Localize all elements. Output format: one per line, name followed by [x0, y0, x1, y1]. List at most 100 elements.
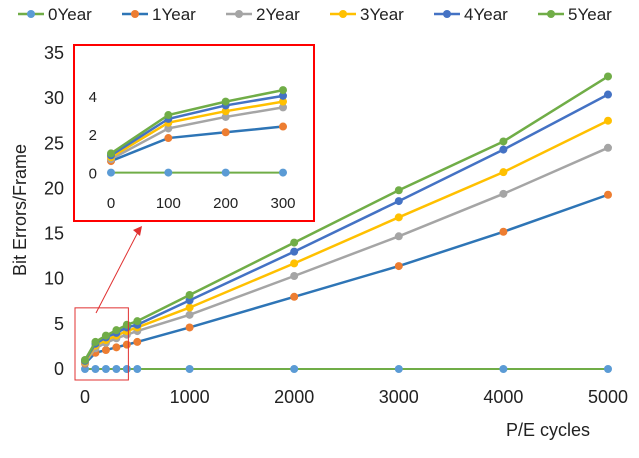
data-point-5Year	[91, 337, 100, 346]
data-point-3Year	[290, 259, 299, 268]
data-point-4Year	[499, 145, 508, 154]
inset-y-tick-label: 2	[89, 127, 97, 144]
legend-marker-5Year	[547, 10, 555, 18]
data-point-0Year	[112, 365, 121, 373]
inset-series-line-4Year	[110, 94, 284, 157]
y-tick-label: 25	[44, 133, 64, 153]
data-point-1Year	[122, 340, 131, 349]
data-point-2Year	[290, 272, 299, 281]
data-point-2Year	[604, 143, 612, 152]
legend-label: 0Year	[48, 5, 92, 24]
data-point-5Year	[81, 355, 89, 364]
data-point-4Year	[394, 197, 403, 206]
inset-x-tick-label: 200	[213, 195, 238, 212]
x-tick-label: 1000	[170, 387, 210, 407]
data-point-0Year	[91, 365, 100, 373]
inset-series-line-3Year	[110, 100, 284, 159]
inset-data-point-2Year	[164, 124, 173, 133]
data-point-1Year	[185, 323, 194, 332]
data-point-5Year	[101, 331, 110, 340]
y-tick-label: 15	[44, 224, 64, 244]
inset-data-point-5Year	[164, 111, 173, 120]
inset-data-point-0Year	[107, 168, 115, 177]
legend-marker-3Year	[339, 10, 347, 18]
legend-label: 2Year	[256, 5, 300, 24]
inset-chart: 0 2 4 0 100 200 300	[73, 44, 315, 222]
inset-data-point-4Year	[279, 91, 287, 100]
x-axis-ticks: 0 1000 2000 3000 4000 5000	[80, 387, 628, 407]
zoom-connector-arrow-line	[95, 231, 139, 314]
data-point-0Year	[122, 365, 131, 373]
data-point-5Year	[394, 186, 403, 195]
y-axis-ticks: 0 5 10 15 20 25 30 35	[44, 43, 64, 379]
data-point-5Year	[112, 326, 121, 335]
data-point-1Year	[290, 292, 299, 301]
legend-marker-1Year	[131, 10, 139, 18]
data-point-1Year	[101, 346, 110, 355]
chart-legend: 0Year 1Year 2Year 3Year 4Year 5Year	[18, 5, 612, 24]
y-tick-label: 30	[44, 88, 64, 108]
data-point-1Year	[604, 190, 612, 199]
inset-data-point-5Year	[107, 149, 115, 158]
inset-y-tick-label: 4	[89, 89, 97, 106]
legend-marker-4Year	[443, 10, 451, 18]
x-tick-label: 0	[80, 387, 90, 407]
x-tick-label: 3000	[379, 387, 419, 407]
inset-data-point-5Year	[221, 97, 230, 106]
data-point-3Year	[604, 116, 612, 125]
data-point-0Year	[394, 365, 403, 373]
inset-data-point-2Year	[221, 112, 230, 121]
inset-data-point-3Year	[279, 97, 287, 106]
legend-marker-0Year	[27, 10, 35, 18]
inset-x-tick-label: 0	[107, 195, 115, 212]
data-point-4Year	[290, 247, 299, 256]
plot-area	[81, 72, 612, 373]
inset-y-tick-label: 0	[89, 166, 97, 183]
data-point-0Year	[185, 365, 194, 373]
data-point-5Year	[133, 317, 142, 326]
zoom-region-box	[74, 307, 129, 381]
data-point-3Year	[185, 303, 194, 312]
y-axis-label-group: Bit Errors/Frame	[10, 144, 30, 276]
data-point-1Year	[499, 227, 508, 236]
data-point-0Year	[499, 365, 508, 373]
y-tick-label: 20	[44, 178, 64, 198]
data-point-5Year	[604, 72, 612, 81]
data-point-3Year	[499, 168, 508, 177]
inset-data-point-3Year	[221, 107, 230, 116]
data-point-5Year	[499, 137, 508, 146]
x-tick-label: 2000	[274, 387, 314, 407]
data-point-5Year	[290, 238, 299, 247]
inset-data-point-2Year	[279, 103, 287, 112]
inset-series-line-1Year	[110, 125, 284, 163]
y-tick-label: 35	[44, 43, 64, 63]
inset-x-tick-label: 300	[270, 195, 295, 212]
data-point-1Year	[394, 262, 403, 271]
inset-frame	[73, 44, 315, 222]
zoom-indicator	[74, 226, 142, 381]
data-point-0Year	[101, 365, 110, 373]
legend-label: 3Year	[360, 5, 404, 24]
data-point-5Year	[122, 320, 131, 329]
inset-data-point-5Year	[279, 86, 287, 95]
legend-label: 4Year	[464, 5, 508, 24]
data-point-2Year	[499, 189, 508, 198]
inset-data-point-1Year	[164, 134, 173, 143]
zoom-connector-arrow-head	[133, 226, 142, 236]
data-point-2Year	[185, 310, 194, 319]
data-point-5Year	[185, 290, 194, 299]
y-tick-label: 5	[54, 314, 64, 334]
legend-marker-2Year	[235, 10, 243, 18]
x-axis-label: P/E cycles	[506, 420, 590, 440]
data-point-2Year	[394, 232, 403, 241]
data-point-0Year	[604, 365, 612, 373]
y-tick-label: 0	[54, 359, 64, 379]
x-tick-label: 5000	[588, 387, 628, 407]
inset-data-point-0Year	[164, 168, 173, 177]
inset-data-point-1Year	[221, 128, 230, 137]
data-point-0Year	[133, 365, 142, 373]
inset-series-line-5Year	[110, 88, 284, 155]
data-point-4Year	[604, 90, 612, 99]
inset-data-point-0Year	[221, 168, 230, 177]
data-point-1Year	[133, 337, 142, 346]
